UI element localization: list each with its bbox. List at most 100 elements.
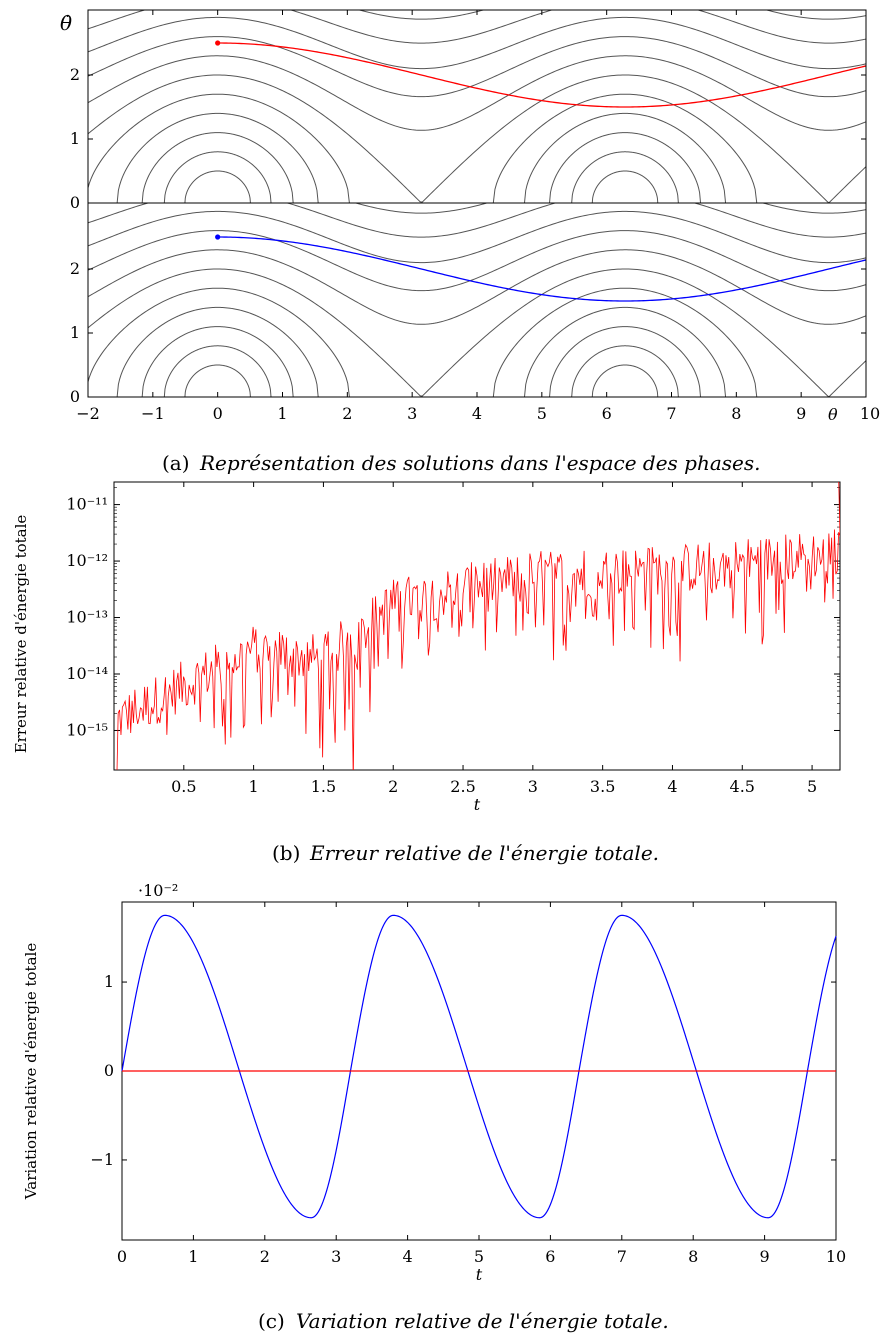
orbit-line — [549, 132, 702, 203]
phase-xlabel: θ — [828, 405, 838, 424]
y-tick-label: 10⁻¹⁵ — [66, 720, 108, 739]
x-tick-label: 3 — [331, 1247, 341, 1266]
variation-xlabel: t — [476, 1265, 483, 1284]
y-tick-label: 0 — [104, 1061, 114, 1080]
orbit-line — [492, 93, 758, 203]
trajectory-line — [217, 236, 866, 302]
x-tick-label: 8 — [731, 404, 741, 423]
variation-ticks: 0 1 2 3 4 5 6 7 8 9 10 −1 0 1 — [90, 902, 846, 1266]
orbit-line — [88, 210, 866, 264]
error-xlabel: t — [474, 795, 481, 814]
orbit-line — [88, 36, 866, 98]
error-series — [116, 482, 840, 770]
x-tick-label: 2 — [260, 1247, 270, 1266]
orbit-line — [591, 364, 659, 397]
variation-multiplier: ·10⁻² — [138, 881, 178, 900]
x-tick-label: 0.5 — [171, 777, 196, 796]
x-tick-label: 4 — [403, 1247, 413, 1266]
orbit-line — [571, 151, 679, 203]
phase-space-chart: 0 1 2 0 1 2 −2 −1 0 1 2 3 4 5 6 7 8 9 10 θ̇ θ (a) Représen… — [56, 9, 880, 475]
x-tick-label: 3.5 — [590, 777, 615, 796]
orbit-line — [88, 10, 866, 44]
orbit-line — [492, 287, 758, 397]
trajectory-line — [217, 42, 866, 108]
x-tick-label: 4 — [667, 777, 677, 796]
orbit-line — [116, 306, 319, 397]
variation-series — [121, 914, 837, 1219]
caption-c: Variation relative de l'énergie totale. — [296, 1309, 669, 1333]
variation-ylabel: Variation relative d'énergie totale — [22, 943, 40, 1201]
orbit-line — [591, 170, 659, 203]
orbit-group — [56, 154, 880, 397]
caption-b: Erreur relative de l'énergie totale. — [309, 841, 659, 865]
orbit-line — [88, 287, 350, 397]
x-tick-label: 10 — [826, 1247, 846, 1266]
y-tick-label: 1 — [70, 129, 80, 148]
x-tick-label: 5 — [537, 404, 547, 423]
x-tick-label: 6 — [545, 1247, 555, 1266]
caption-a-prefix: (a) — [162, 451, 190, 475]
energy-error-chart: 0.5 1 1.5 2 2.5 3 3.5 4 4.5 5 10⁻¹⁵ 10⁻¹⁴ 10⁻¹³ 10⁻¹²… — [12, 481, 841, 865]
x-tick-label: 5 — [474, 1247, 484, 1266]
x-tick-label: 1 — [277, 404, 287, 423]
orbit-line — [88, 230, 866, 292]
caption-b-prefix: (b) — [272, 841, 300, 865]
x-tick-label: 2 — [388, 777, 398, 796]
phase-curves — [56, 10, 880, 397]
orbit-line — [141, 326, 294, 397]
x-tick-label: 6 — [602, 404, 612, 423]
x-tick-label: 2.5 — [450, 777, 475, 796]
x-tick-label: 7 — [617, 1247, 627, 1266]
orbit-group — [88, 10, 866, 203]
x-tick-label: −2 — [76, 404, 100, 423]
orbit-line — [88, 249, 866, 325]
x-tick-label: 9 — [760, 1247, 770, 1266]
x-tick-label: 1.5 — [311, 777, 336, 796]
energy-variation-chart: 0 1 2 3 4 5 6 7 8 9 10 −1 0 1 ·10⁻² Variation relativ… — [22, 881, 846, 1333]
orbit-line — [88, 16, 866, 70]
orbit-line — [116, 112, 319, 203]
x-tick-label: 1 — [249, 777, 259, 796]
y-tick-label: 10⁻¹³ — [66, 608, 108, 627]
y-tick-label: 10⁻¹⁴ — [66, 664, 108, 683]
caption-c-prefix: (c) — [258, 1309, 285, 1333]
y-tick-label: 2 — [70, 65, 80, 84]
y-tick-label: −1 — [90, 1150, 114, 1169]
orbit-line — [184, 364, 251, 397]
orbit-line — [523, 112, 727, 203]
orbit-line — [163, 345, 272, 397]
orbit-line — [88, 55, 866, 131]
orbit-line — [353, 203, 866, 214]
orbit-line — [571, 345, 679, 397]
x-tick-label: 1 — [188, 1247, 198, 1266]
variation-line — [121, 914, 837, 1219]
x-tick-label: 2 — [342, 404, 352, 423]
x-tick-label: 4 — [472, 404, 482, 423]
x-tick-label: 5 — [807, 777, 817, 796]
x-tick-label: 3 — [528, 777, 538, 796]
x-tick-label: 0 — [213, 404, 223, 423]
y-tick-label: 0 — [70, 193, 80, 212]
x-tick-label: 7 — [666, 404, 676, 423]
orbit-line — [163, 151, 272, 203]
y-tick-label: 10⁻¹¹ — [66, 495, 108, 514]
x-tick-label: 9 — [796, 404, 806, 423]
orbit-line — [141, 132, 294, 203]
y-tick-label: 0 — [70, 387, 80, 406]
orbit-line — [56, 154, 880, 190]
phase-frames — [87, 9, 867, 398]
error-line — [116, 482, 840, 770]
orbit-line — [523, 306, 727, 397]
x-tick-label: 0 — [117, 1247, 127, 1266]
trajectory-start-point — [215, 40, 221, 46]
x-tick-label: 10 — [860, 404, 880, 423]
x-tick-label: −1 — [141, 404, 165, 423]
orbit-line — [88, 93, 350, 203]
y-tick-label: 2 — [70, 259, 80, 278]
phase-ticks: 0 1 2 0 1 2 −2 −1 0 1 2 3 4 5 6 7 8 9 10 — [70, 10, 880, 423]
y-tick-label: 1 — [70, 323, 80, 342]
orbit-line — [184, 170, 251, 203]
y-tick-label: 10⁻¹² — [66, 551, 108, 570]
x-tick-label: 4.5 — [730, 777, 755, 796]
